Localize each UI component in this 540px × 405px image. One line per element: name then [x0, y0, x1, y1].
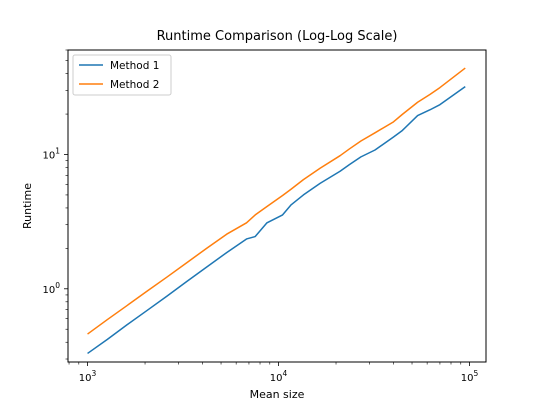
- legend-label-method-2: Method 2: [110, 79, 159, 91]
- plot-frame: [67, 49, 487, 363]
- series-line-method-2: [87, 67, 466, 335]
- x-axis-label: Mean size: [250, 388, 305, 401]
- series-layer: [87, 67, 466, 355]
- y-axis-label: Runtime: [21, 183, 34, 229]
- legend-label-method-1: Method 1: [110, 60, 159, 72]
- chart-title: Runtime Comparison (Log-Log Scale): [157, 29, 398, 44]
- legend: Method 1 Method 2: [72, 54, 172, 96]
- series-line-method-1: [87, 86, 466, 355]
